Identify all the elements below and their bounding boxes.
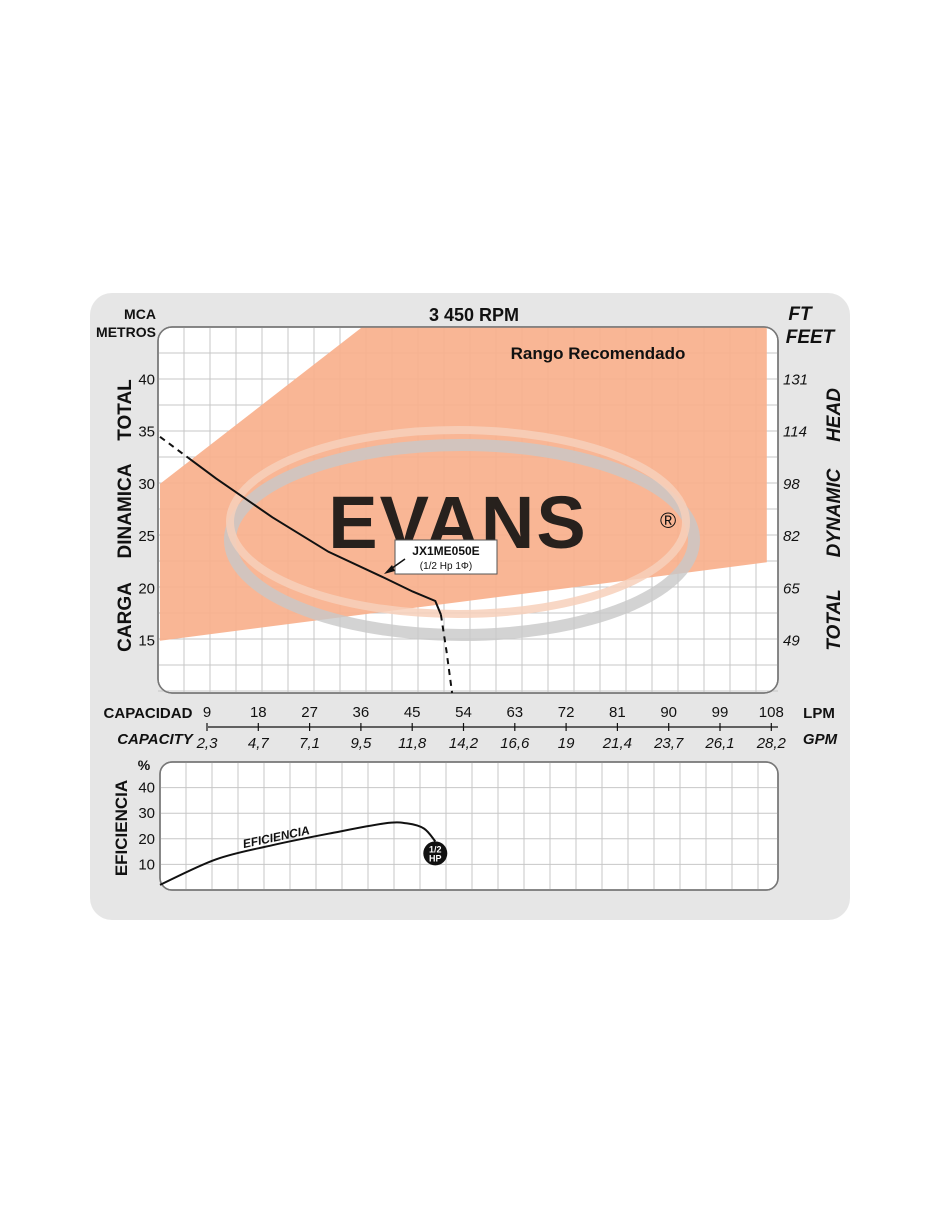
gpm-tick-label: 16,6 xyxy=(500,735,530,752)
gpm-tick-label: 28,2 xyxy=(756,735,787,752)
efficiency-tick-label: 40 xyxy=(138,780,155,797)
efficiency-curve xyxy=(159,821,437,886)
left-axis-ticks: 15 20 25 30 35 40 xyxy=(138,371,155,649)
lpm-ticks: 9 18 27 36 45 54 63 72 81 90 99 108 xyxy=(203,704,784,721)
right-tick-label: 114 xyxy=(783,424,807,441)
lpm-tick-label: 63 xyxy=(506,704,523,721)
efficiency-unit: % xyxy=(138,757,151,773)
right-tick-label: 49 xyxy=(783,633,800,650)
right-unit-line2: FEET xyxy=(786,327,836,348)
lpm-tick-label: 9 xyxy=(203,704,211,721)
right-tick-label: 65 xyxy=(783,580,800,597)
lpm-tick-label: 36 xyxy=(353,704,370,721)
lpm-tick-label: 27 xyxy=(301,704,318,721)
efficiency-plot-border xyxy=(159,761,779,891)
hp-badge-line1: 1/2 xyxy=(429,844,442,854)
lpm-tick-label: 72 xyxy=(558,704,575,721)
left-unit-line2: METROS xyxy=(96,324,156,340)
left-tick-label: 40 xyxy=(138,371,155,388)
efficiency-axis-label: EFICIENCIA xyxy=(112,780,131,876)
lpm-tick-label: 90 xyxy=(660,704,677,721)
gpm-ticks: 2,3 4,7 7,1 9,5 11,8 14,2 16,6 19 21,4 23,7 26,1 28… xyxy=(196,723,787,752)
left-tick-label: 25 xyxy=(138,528,155,545)
left-tick-label: 20 xyxy=(138,580,155,597)
efficiency-grid xyxy=(160,762,778,890)
efficiency-ticks: 10 20 30 40 xyxy=(138,780,155,874)
recommended-range-area xyxy=(160,327,767,641)
watermark-registered: ® xyxy=(660,508,676,533)
head-curve-dashed-lead xyxy=(159,435,189,459)
lpm-tick-label: 45 xyxy=(404,704,421,721)
right-axis-word-total: TOTAL xyxy=(824,589,845,651)
gpm-tick-label: 9,5 xyxy=(350,735,372,752)
right-tick-label: 98 xyxy=(783,476,800,493)
left-axis-word-carga: CARGA xyxy=(115,582,136,652)
head-curve-dashed-tail xyxy=(439,614,454,694)
watermark-ring xyxy=(226,426,690,618)
left-axis-word-total: TOTAL xyxy=(115,379,136,441)
right-tick-label: 131 xyxy=(783,371,808,388)
lpm-tick-label: 99 xyxy=(712,704,729,721)
gpm-tick-label: 11,8 xyxy=(398,735,427,752)
gpm-tick-label: 26,1 xyxy=(704,735,734,752)
gpm-tick-label: 7,1 xyxy=(299,735,320,752)
left-axis-word-dinamica: DINAMICA xyxy=(115,463,136,558)
model-subname: (1/2 Hp 1Φ) xyxy=(420,561,472,572)
hp-badge: 1/2 HP xyxy=(423,841,448,866)
right-unit-line1: FT xyxy=(788,304,813,325)
lpm-tick-label: 108 xyxy=(759,704,784,721)
capacity-label-es: CAPACIDAD xyxy=(104,705,193,722)
lpm-unit: LPM xyxy=(803,705,835,722)
capacity-label-en: CAPACITY xyxy=(117,731,195,748)
head-curve xyxy=(187,456,442,615)
model-callout: JX1ME050E (1/2 Hp 1Φ) xyxy=(384,539,498,575)
gpm-tick-label: 2,3 xyxy=(196,735,219,752)
gpm-tick-label: 4,7 xyxy=(248,735,270,752)
gpm-tick-label: 19 xyxy=(558,735,575,752)
model-callout-box xyxy=(394,539,498,575)
left-tick-label: 30 xyxy=(138,476,155,493)
lpm-tick-label: 54 xyxy=(455,704,472,721)
lpm-tick-label: 18 xyxy=(250,704,267,721)
efficiency-tick-label: 30 xyxy=(138,805,155,822)
gpm-tick-label: 23,7 xyxy=(653,735,684,752)
right-axis-ticks: 49 65 82 98 114 131 xyxy=(783,371,808,649)
left-tick-label: 35 xyxy=(138,424,155,441)
hp-badge-circle xyxy=(423,841,448,866)
gpm-tick-label: 14,2 xyxy=(449,735,479,752)
right-tick-label: 82 xyxy=(783,528,800,545)
chart-title: 3 450 RPM xyxy=(429,305,519,325)
gpm-tick-label: 21,4 xyxy=(602,735,632,752)
gpm-unit: GPM xyxy=(803,731,838,748)
recommended-range-label: Rango Recomendado xyxy=(511,344,686,363)
efficiency-plot-area xyxy=(159,761,779,891)
right-axis-word-dynamic: DYNAMIC xyxy=(824,468,845,557)
model-callout-arrowhead xyxy=(384,565,395,574)
efficiency-tick-label: 10 xyxy=(138,856,155,873)
model-name: JX1ME050E xyxy=(412,544,479,558)
left-unit-line1: MCA xyxy=(124,306,156,322)
head-plot-border xyxy=(157,326,779,694)
efficiency-tick-label: 20 xyxy=(138,831,155,848)
lpm-tick-label: 81 xyxy=(609,704,626,721)
hp-badge-line2: HP xyxy=(429,853,442,863)
left-tick-label: 15 xyxy=(138,633,155,650)
right-axis-word-head: HEAD xyxy=(824,388,845,442)
